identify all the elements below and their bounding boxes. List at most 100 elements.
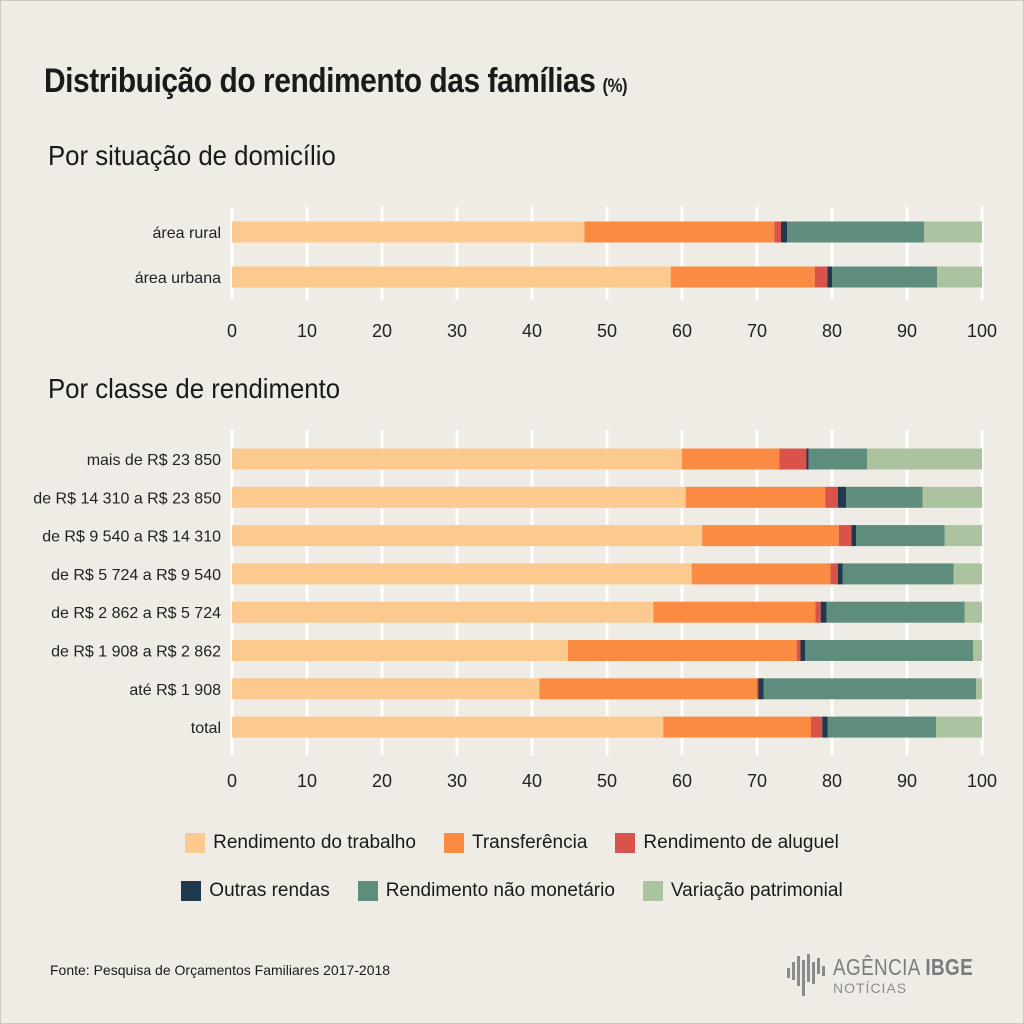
legend-swatch: [357, 881, 378, 901]
logo-agencia: AGÊNCIA: [833, 954, 920, 980]
x-tick-label: 70: [747, 321, 767, 341]
bar-segment: [944, 525, 982, 547]
bar-segment: [232, 266, 671, 288]
chart-title: Distribuição do rendimento das famílias (…: [44, 62, 628, 101]
bar-segment: [830, 563, 838, 585]
x-tick-label: 60: [672, 771, 692, 791]
category-label: área rural: [153, 225, 221, 242]
category-label: de R$ 9 540 a R$ 14 310: [42, 529, 221, 546]
bar-segment: [232, 486, 686, 508]
x-tick-label: 10: [297, 771, 317, 791]
category-label: mais de R$ 23 850: [87, 452, 221, 469]
bar-segment: [584, 221, 775, 243]
bar-segment: [827, 266, 832, 288]
bar-segment: [922, 486, 982, 508]
bar-segment: [832, 266, 937, 288]
logo-ibge: IBGE: [925, 954, 974, 980]
bar-segment: [814, 266, 828, 288]
bar-segment: [826, 601, 965, 623]
bar-segment: [682, 448, 780, 470]
section-title-domicilio: Por situação de domicílio: [48, 140, 336, 171]
x-tick-label: 70: [747, 771, 767, 791]
x-tick-label: 60: [672, 321, 692, 341]
logo-text-agencia-ibge: AGÊNCIA IBGE: [833, 954, 973, 981]
bar-segment: [838, 525, 852, 547]
bar-segment: [800, 640, 805, 661]
bar-segment: [856, 525, 945, 547]
legend-item: Rendimento de aluguel: [615, 832, 839, 854]
legend-swatch: [642, 881, 663, 901]
x-tick-label: 80: [822, 321, 842, 341]
x-tick-label: 30: [447, 321, 467, 341]
chart-panel-0: 0 10 20 30 40 50 60 70 80 90 100 área rural área urb…: [135, 207, 997, 341]
bar-segment: [232, 221, 585, 243]
x-tick-label: 40: [522, 321, 542, 341]
bar-segment: [964, 601, 982, 623]
bar-segment: [781, 221, 787, 243]
chart-title-text: Distribuição do rendimento das famílias: [44, 62, 596, 100]
bar-segment: [232, 640, 568, 661]
bar-segment: [867, 448, 982, 470]
agencia-ibge-logo: AGÊNCIA IBGE NOTÍCIAS: [785, 950, 975, 1000]
category-label: até R$ 1 908: [129, 682, 221, 699]
bar-segment: [685, 486, 826, 508]
legend-item: Transferência: [443, 832, 588, 854]
bar-segment: [838, 563, 843, 585]
bar-segment: [758, 678, 764, 700]
bar-segment: [937, 266, 982, 288]
legend-swatch: [443, 833, 464, 853]
bar-segment: [838, 486, 847, 508]
bar-segment: [851, 525, 856, 547]
bar-segment: [757, 678, 759, 700]
bar-segment: [539, 678, 757, 700]
x-tick-label: 20: [372, 321, 392, 341]
bar-segment: [763, 678, 976, 700]
bar-segment: [787, 221, 925, 243]
x-tick-label: 100: [967, 321, 997, 341]
legend-label: Rendimento do trabalho: [213, 832, 416, 853]
bar-segment: [653, 601, 816, 623]
bar-segment: [822, 716, 828, 738]
bar-segment: [846, 486, 923, 508]
legend-row-1: Rendimento do trabalho Transferência Rendi…: [0, 832, 1024, 854]
bar-segment: [953, 563, 982, 585]
legend-item: Variação patrimonial: [642, 880, 843, 902]
x-tick-label: 30: [447, 771, 467, 791]
bar-segment: [820, 601, 827, 623]
bar-segment: [670, 266, 815, 288]
bar-segment: [232, 563, 692, 585]
legend-swatch: [185, 833, 206, 853]
bar-segment: [232, 448, 682, 470]
bar-segment: [811, 716, 823, 738]
bar-segment: [815, 601, 821, 623]
x-tick-label: 80: [822, 771, 842, 791]
source-note: Fonte: Pesquisa de Orçamentos Familiares…: [50, 962, 391, 978]
legend-label: Variação patrimonial: [670, 880, 843, 901]
bar-segment: [779, 448, 807, 470]
legend-item: Rendimento do trabalho: [185, 832, 416, 854]
bar-segment: [805, 640, 973, 661]
bar-segment: [825, 486, 838, 508]
bar-segment: [808, 448, 868, 470]
bar-segment: [568, 640, 797, 661]
bar-segment: [691, 563, 831, 585]
legend-item: Rendimento não monetário: [357, 880, 615, 902]
bar-segment: [936, 716, 982, 738]
bar-segment: [232, 525, 703, 547]
category-label: total: [191, 720, 221, 737]
legend-row-2: Outras rendas Rendimento não monetário Var…: [0, 880, 1024, 902]
x-tick-label: 90: [897, 321, 917, 341]
legend-label: Transferência: [471, 832, 588, 853]
x-tick-label: 40: [522, 771, 542, 791]
legend-label: Rendimento de aluguel: [643, 832, 839, 853]
bar-segment: [842, 563, 954, 585]
bar-segment: [232, 601, 654, 623]
bar-segment: [232, 716, 664, 738]
bar-segment: [702, 525, 839, 547]
category-label: de R$ 1 908 a R$ 2 862: [51, 644, 221, 661]
bar-segment: [973, 640, 982, 661]
ibge-logo-icon: [787, 954, 825, 996]
x-tick-label: 100: [967, 771, 997, 791]
category-label: de R$ 14 310 a R$ 23 850: [33, 490, 221, 507]
